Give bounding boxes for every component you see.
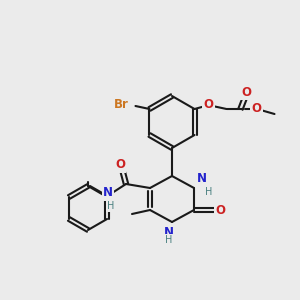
Text: H: H	[205, 187, 212, 197]
Text: N: N	[103, 187, 113, 200]
Text: N: N	[164, 226, 174, 239]
Text: O: O	[215, 203, 225, 217]
Text: O: O	[242, 85, 251, 98]
Text: H: H	[107, 201, 115, 211]
Text: O: O	[203, 98, 214, 112]
Text: N: N	[197, 172, 207, 185]
Text: O: O	[251, 103, 262, 116]
Text: Br: Br	[114, 98, 128, 112]
Text: O: O	[115, 158, 125, 172]
Text: H: H	[165, 235, 173, 245]
